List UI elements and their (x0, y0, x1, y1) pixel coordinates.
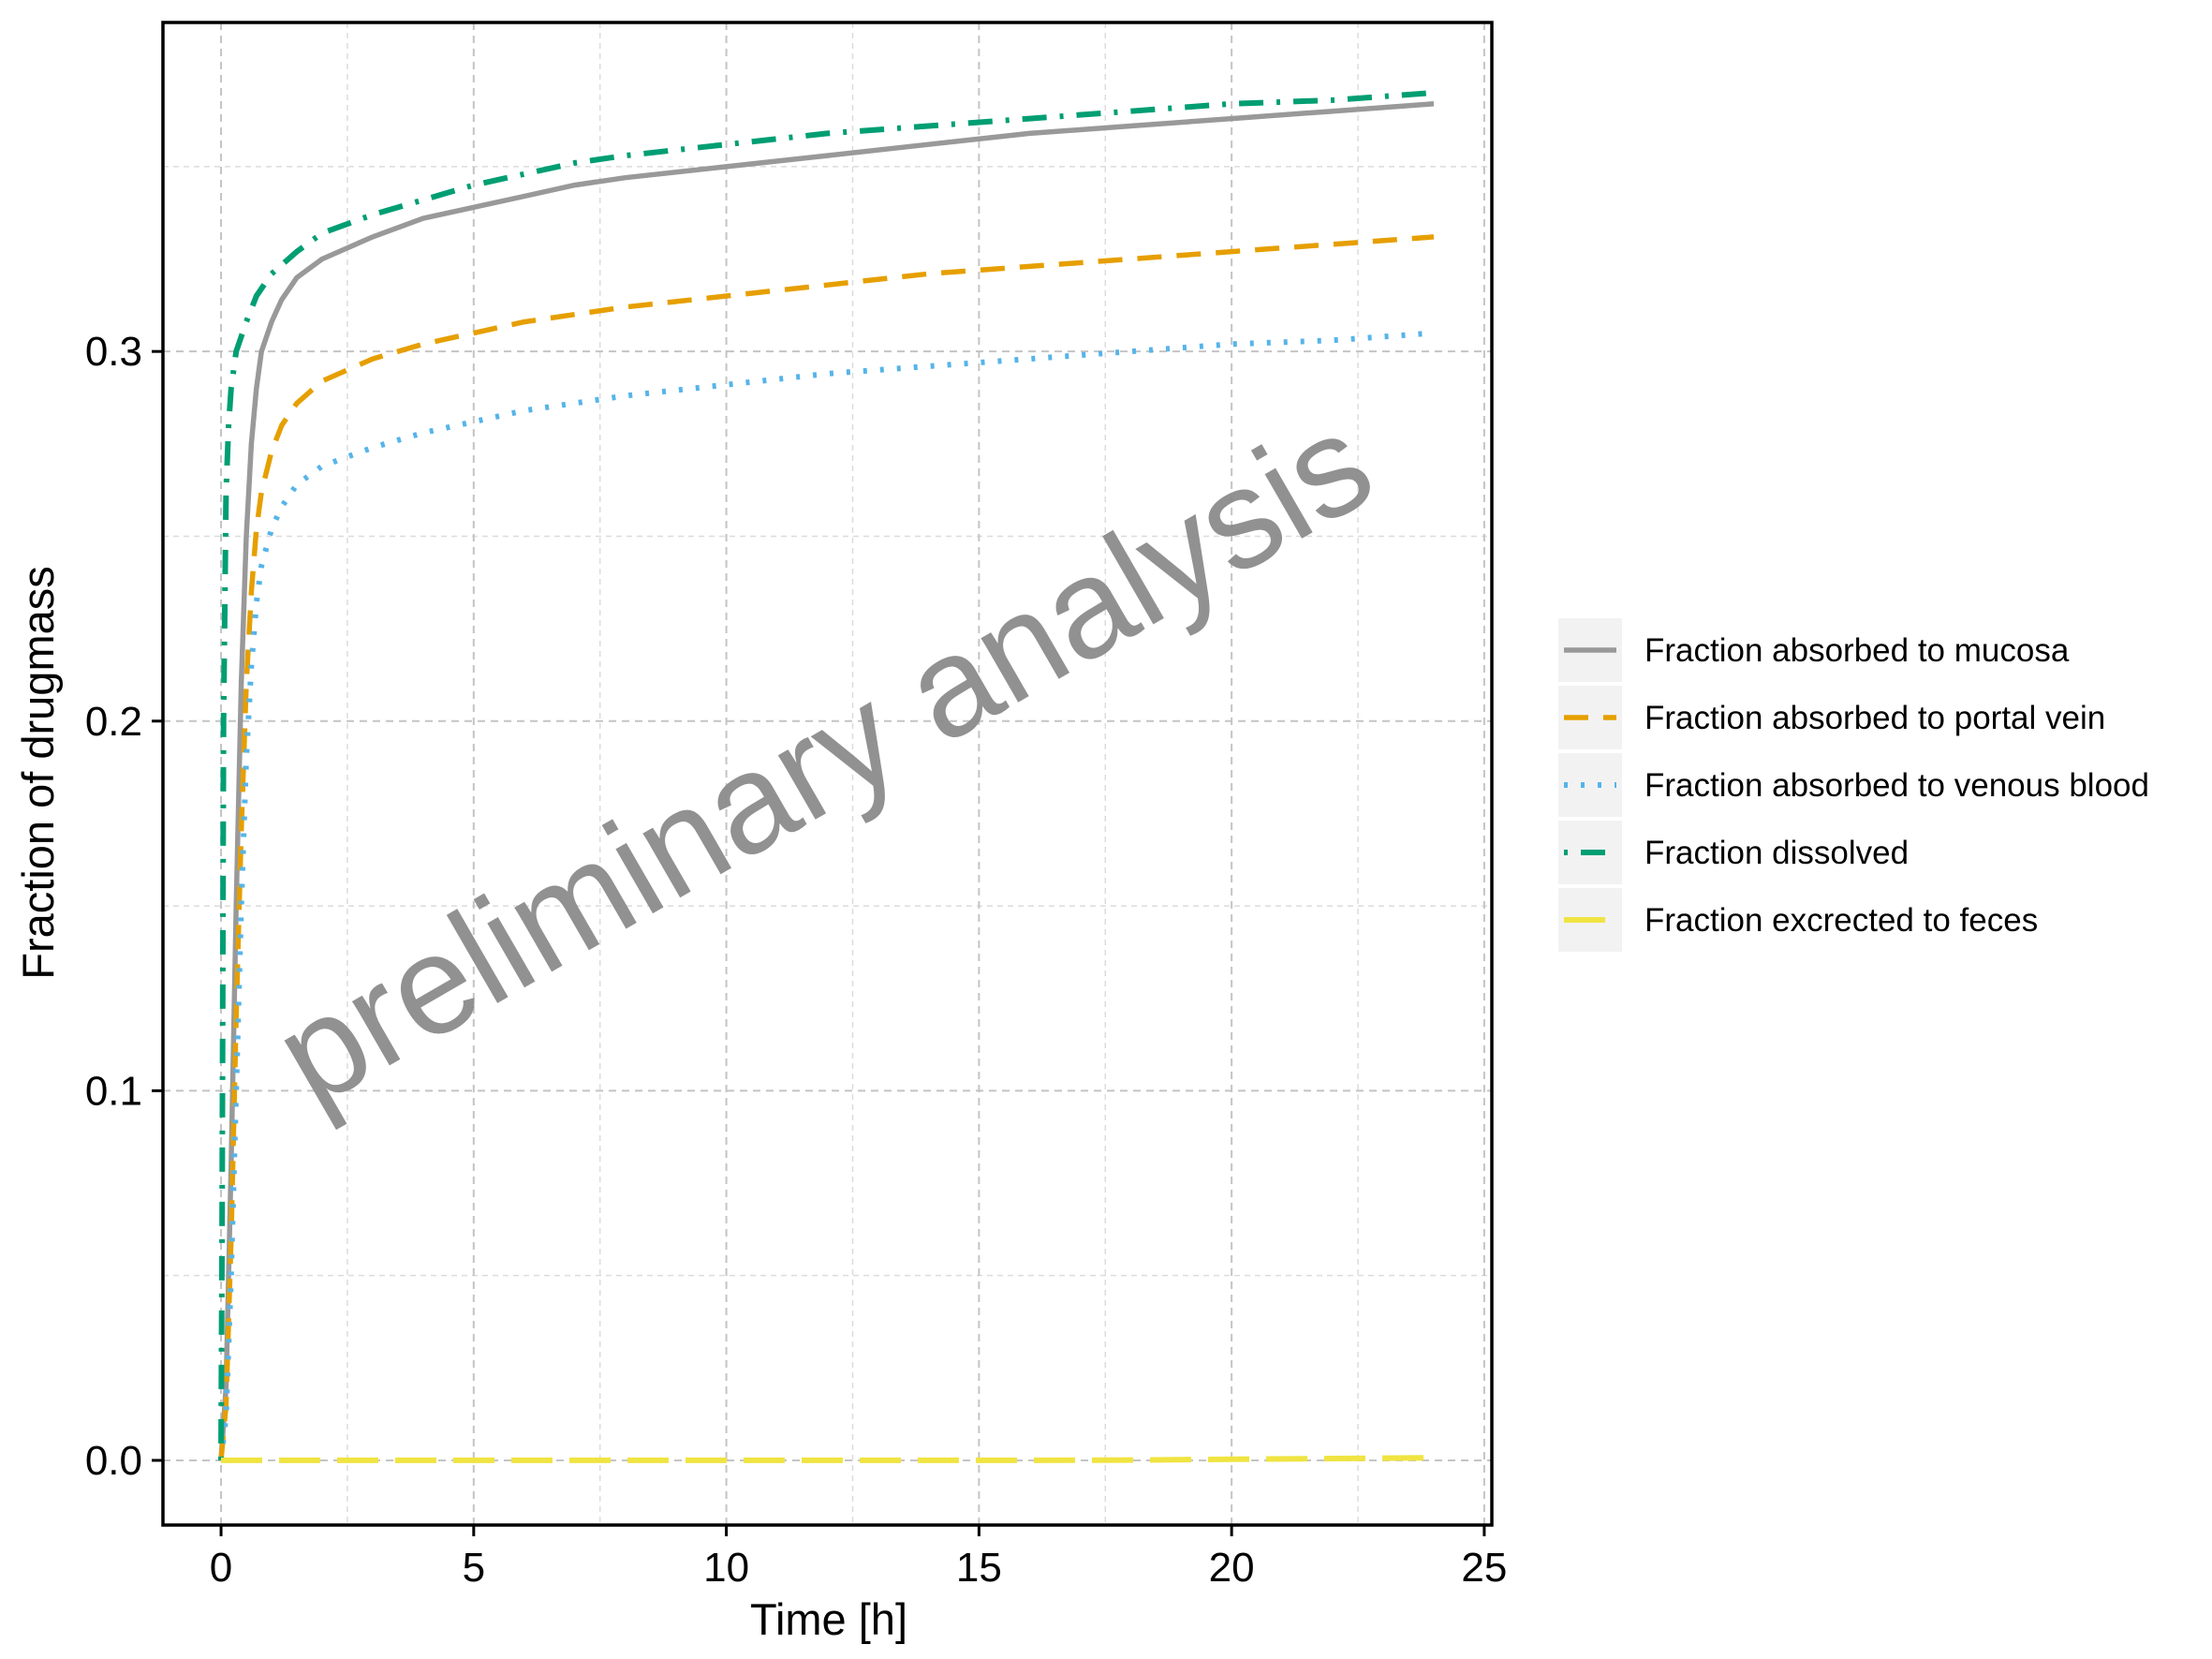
series-line-5 (221, 1455, 1435, 1463)
x-tick-label: 20 (1209, 1545, 1255, 1591)
y-axis-title: Fraction of drugmass (13, 566, 63, 979)
x-tick-label: 5 (463, 1545, 485, 1591)
y-tick-label: 0.2 (85, 699, 142, 745)
x-tick-label: 10 (703, 1545, 749, 1591)
x-axis: 0 5 10 15 20 25 (210, 1525, 1507, 1591)
plot-border (161, 21, 1494, 1527)
x-axis-title: Time [h] (750, 1594, 907, 1644)
series-line-1 (218, 101, 1435, 1461)
legend-label: Fraction absorbed to mucosa (1644, 632, 2070, 669)
legend-label: Fraction absorbed to venous blood (1644, 767, 2149, 804)
x-tick-label: 15 (956, 1545, 1002, 1591)
y-tick-label: 0.1 (85, 1068, 142, 1114)
x-tick-label: 25 (1461, 1545, 1507, 1591)
legend-key-background (1558, 753, 1622, 817)
legend: Fraction absorbed to mucosa Fraction abso… (1558, 618, 2149, 952)
y-tick-label: 0.3 (85, 329, 142, 375)
minor-gridlines (163, 22, 1492, 1525)
legend-label: Fraction absorbed to portal vein (1644, 700, 2105, 736)
y-axis: 0.0 0.1 0.2 0.3 (85, 329, 163, 1484)
x-tick-label: 0 (210, 1545, 232, 1591)
y-tick-label: 0.0 (85, 1438, 142, 1484)
legend-label: Fraction excrected to feces (1644, 902, 2038, 939)
series-layer (218, 90, 1435, 1463)
legend-label: Fraction dissolved (1644, 835, 1909, 871)
series-line-4 (218, 90, 1435, 1460)
